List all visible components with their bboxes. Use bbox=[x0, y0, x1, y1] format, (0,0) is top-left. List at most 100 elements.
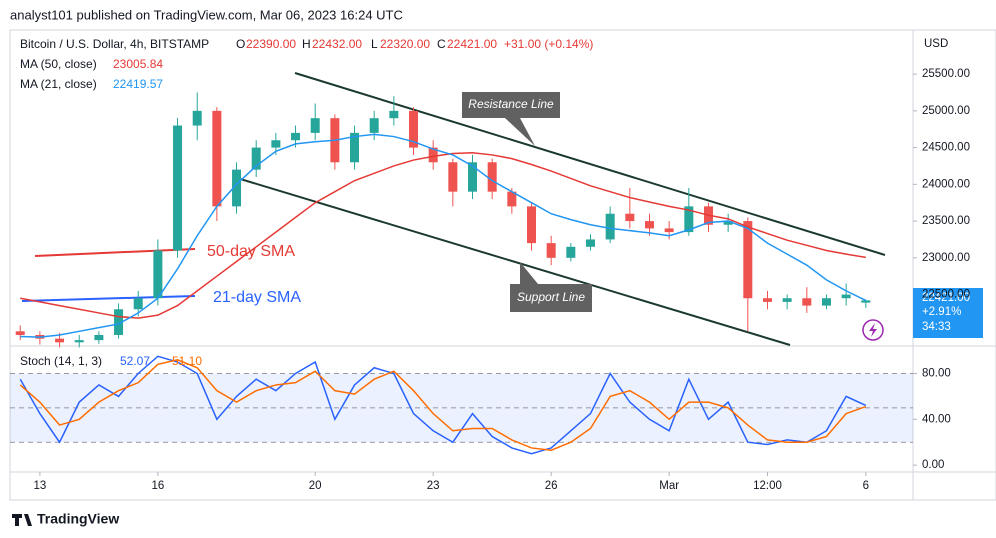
candle-body bbox=[782, 298, 792, 302]
candle-body bbox=[15, 331, 25, 335]
candle-body bbox=[153, 250, 163, 299]
series-line bbox=[20, 151, 866, 319]
candle-body bbox=[841, 294, 851, 299]
h-label: H bbox=[302, 37, 311, 51]
countdown: 34:33 bbox=[922, 321, 951, 333]
y-tick-label: 23000.00 bbox=[922, 252, 970, 264]
l-value: 22320.00 bbox=[380, 37, 430, 51]
candle-body bbox=[802, 298, 812, 306]
x-tick-label: 13 bbox=[33, 480, 46, 492]
candle-body bbox=[369, 118, 379, 133]
ma50-name: MA (50, close) bbox=[20, 57, 97, 71]
last-price: 22421.00 bbox=[922, 292, 970, 304]
candle-body bbox=[251, 147, 261, 170]
candle-body bbox=[409, 110, 419, 148]
y-tick-label: 22500.00 bbox=[922, 289, 970, 301]
o-label: O bbox=[236, 37, 245, 51]
series-line bbox=[19, 355, 867, 455]
candle-body bbox=[762, 298, 772, 302]
candle-body bbox=[232, 169, 242, 207]
candle-body bbox=[743, 221, 753, 299]
candle-body bbox=[74, 340, 84, 343]
y-tick-label: 23500.00 bbox=[922, 215, 970, 227]
candle-body bbox=[133, 298, 143, 310]
resistance-label: Resistance Line bbox=[468, 97, 554, 111]
publish-header: analyst101 published on TradingView.com,… bbox=[10, 7, 403, 22]
candle-body bbox=[310, 118, 320, 133]
x-tick-label: 23 bbox=[427, 480, 440, 492]
alert-bolt bbox=[869, 323, 877, 337]
x-tick-label: Mar bbox=[659, 480, 679, 492]
candle-body bbox=[468, 162, 478, 192]
candle-body bbox=[507, 191, 517, 207]
frame bbox=[9, 29, 996, 501]
support-label: Support Line bbox=[517, 290, 585, 304]
y-tick-label: 24500.00 bbox=[922, 142, 970, 154]
candle-body bbox=[861, 300, 871, 303]
support-line bbox=[236, 177, 791, 346]
candle-body bbox=[389, 110, 399, 119]
candle-body bbox=[173, 125, 183, 251]
currency: USD bbox=[924, 38, 948, 50]
price-box bbox=[913, 288, 983, 338]
resistance-callout bbox=[462, 92, 560, 146]
candle-body bbox=[527, 206, 537, 244]
resistance-line bbox=[294, 72, 886, 256]
candle-body bbox=[448, 162, 458, 192]
x-tick-label: 12:00 bbox=[753, 480, 782, 492]
candle-body bbox=[428, 147, 438, 163]
brand: TradingView bbox=[37, 511, 119, 527]
candle-body bbox=[586, 239, 595, 247]
stoch-k-value: 52.07 bbox=[120, 354, 150, 368]
ma21-value: 22419.57 bbox=[113, 77, 163, 91]
tv-logo bbox=[12, 514, 32, 526]
ma50-value: 23005.84 bbox=[113, 57, 163, 71]
series-line bbox=[20, 133, 867, 338]
change-pct: +2.91% bbox=[922, 306, 961, 318]
candle-body bbox=[55, 338, 65, 343]
series-line bbox=[19, 358, 867, 452]
stoch-title: Stoch (14, 1, 3) bbox=[20, 354, 102, 368]
candle-body bbox=[625, 213, 635, 222]
c-label: C bbox=[437, 37, 446, 51]
h-value: 22432.00 bbox=[312, 37, 362, 51]
y-tick-label: 25500.00 bbox=[922, 68, 970, 80]
y-tick-label: 0.00 bbox=[922, 459, 944, 471]
support-callout bbox=[510, 262, 592, 312]
o-value: 22390.00 bbox=[246, 37, 296, 51]
c-value: 22421.00 bbox=[447, 37, 497, 51]
ma21-name: MA (21, close) bbox=[20, 77, 97, 91]
x-tick-label: 16 bbox=[151, 480, 164, 492]
candle-body bbox=[271, 140, 281, 148]
candle-body bbox=[192, 110, 202, 126]
y-tick-label: 25000.00 bbox=[922, 105, 970, 117]
y-tick-label: 24000.00 bbox=[922, 178, 970, 190]
candle-body bbox=[546, 243, 556, 258]
candle-body bbox=[644, 221, 654, 229]
candle-body bbox=[605, 213, 615, 240]
x-tick-label: 6 bbox=[863, 480, 869, 492]
candle-body bbox=[291, 132, 301, 141]
x-tick-label: 26 bbox=[545, 480, 558, 492]
sma50-drawing bbox=[34, 248, 196, 257]
symbol: Bitcoin / U.S. Dollar, 4h, BITSTAMP bbox=[20, 37, 209, 51]
alert-icon[interactable] bbox=[862, 319, 884, 341]
sma50-label: 50-day SMA bbox=[207, 243, 295, 260]
candle-body bbox=[212, 110, 222, 207]
sma21-label: 21-day SMA bbox=[213, 289, 301, 306]
candle-body bbox=[821, 298, 831, 306]
y-tick-label: 80.00 bbox=[922, 368, 951, 380]
candle-body bbox=[350, 132, 360, 163]
stoch-d-value: 51.10 bbox=[172, 354, 202, 368]
candle-body bbox=[664, 228, 674, 233]
x-tick-label: 20 bbox=[309, 480, 322, 492]
candle-body bbox=[114, 309, 124, 335]
candle-body bbox=[487, 162, 497, 192]
sma21-drawing bbox=[21, 295, 196, 302]
candle-body bbox=[94, 334, 104, 341]
candle-body bbox=[684, 206, 694, 233]
candle-body bbox=[566, 246, 576, 258]
l-label: L bbox=[371, 37, 378, 51]
y-tick-label: 40.00 bbox=[922, 413, 951, 425]
